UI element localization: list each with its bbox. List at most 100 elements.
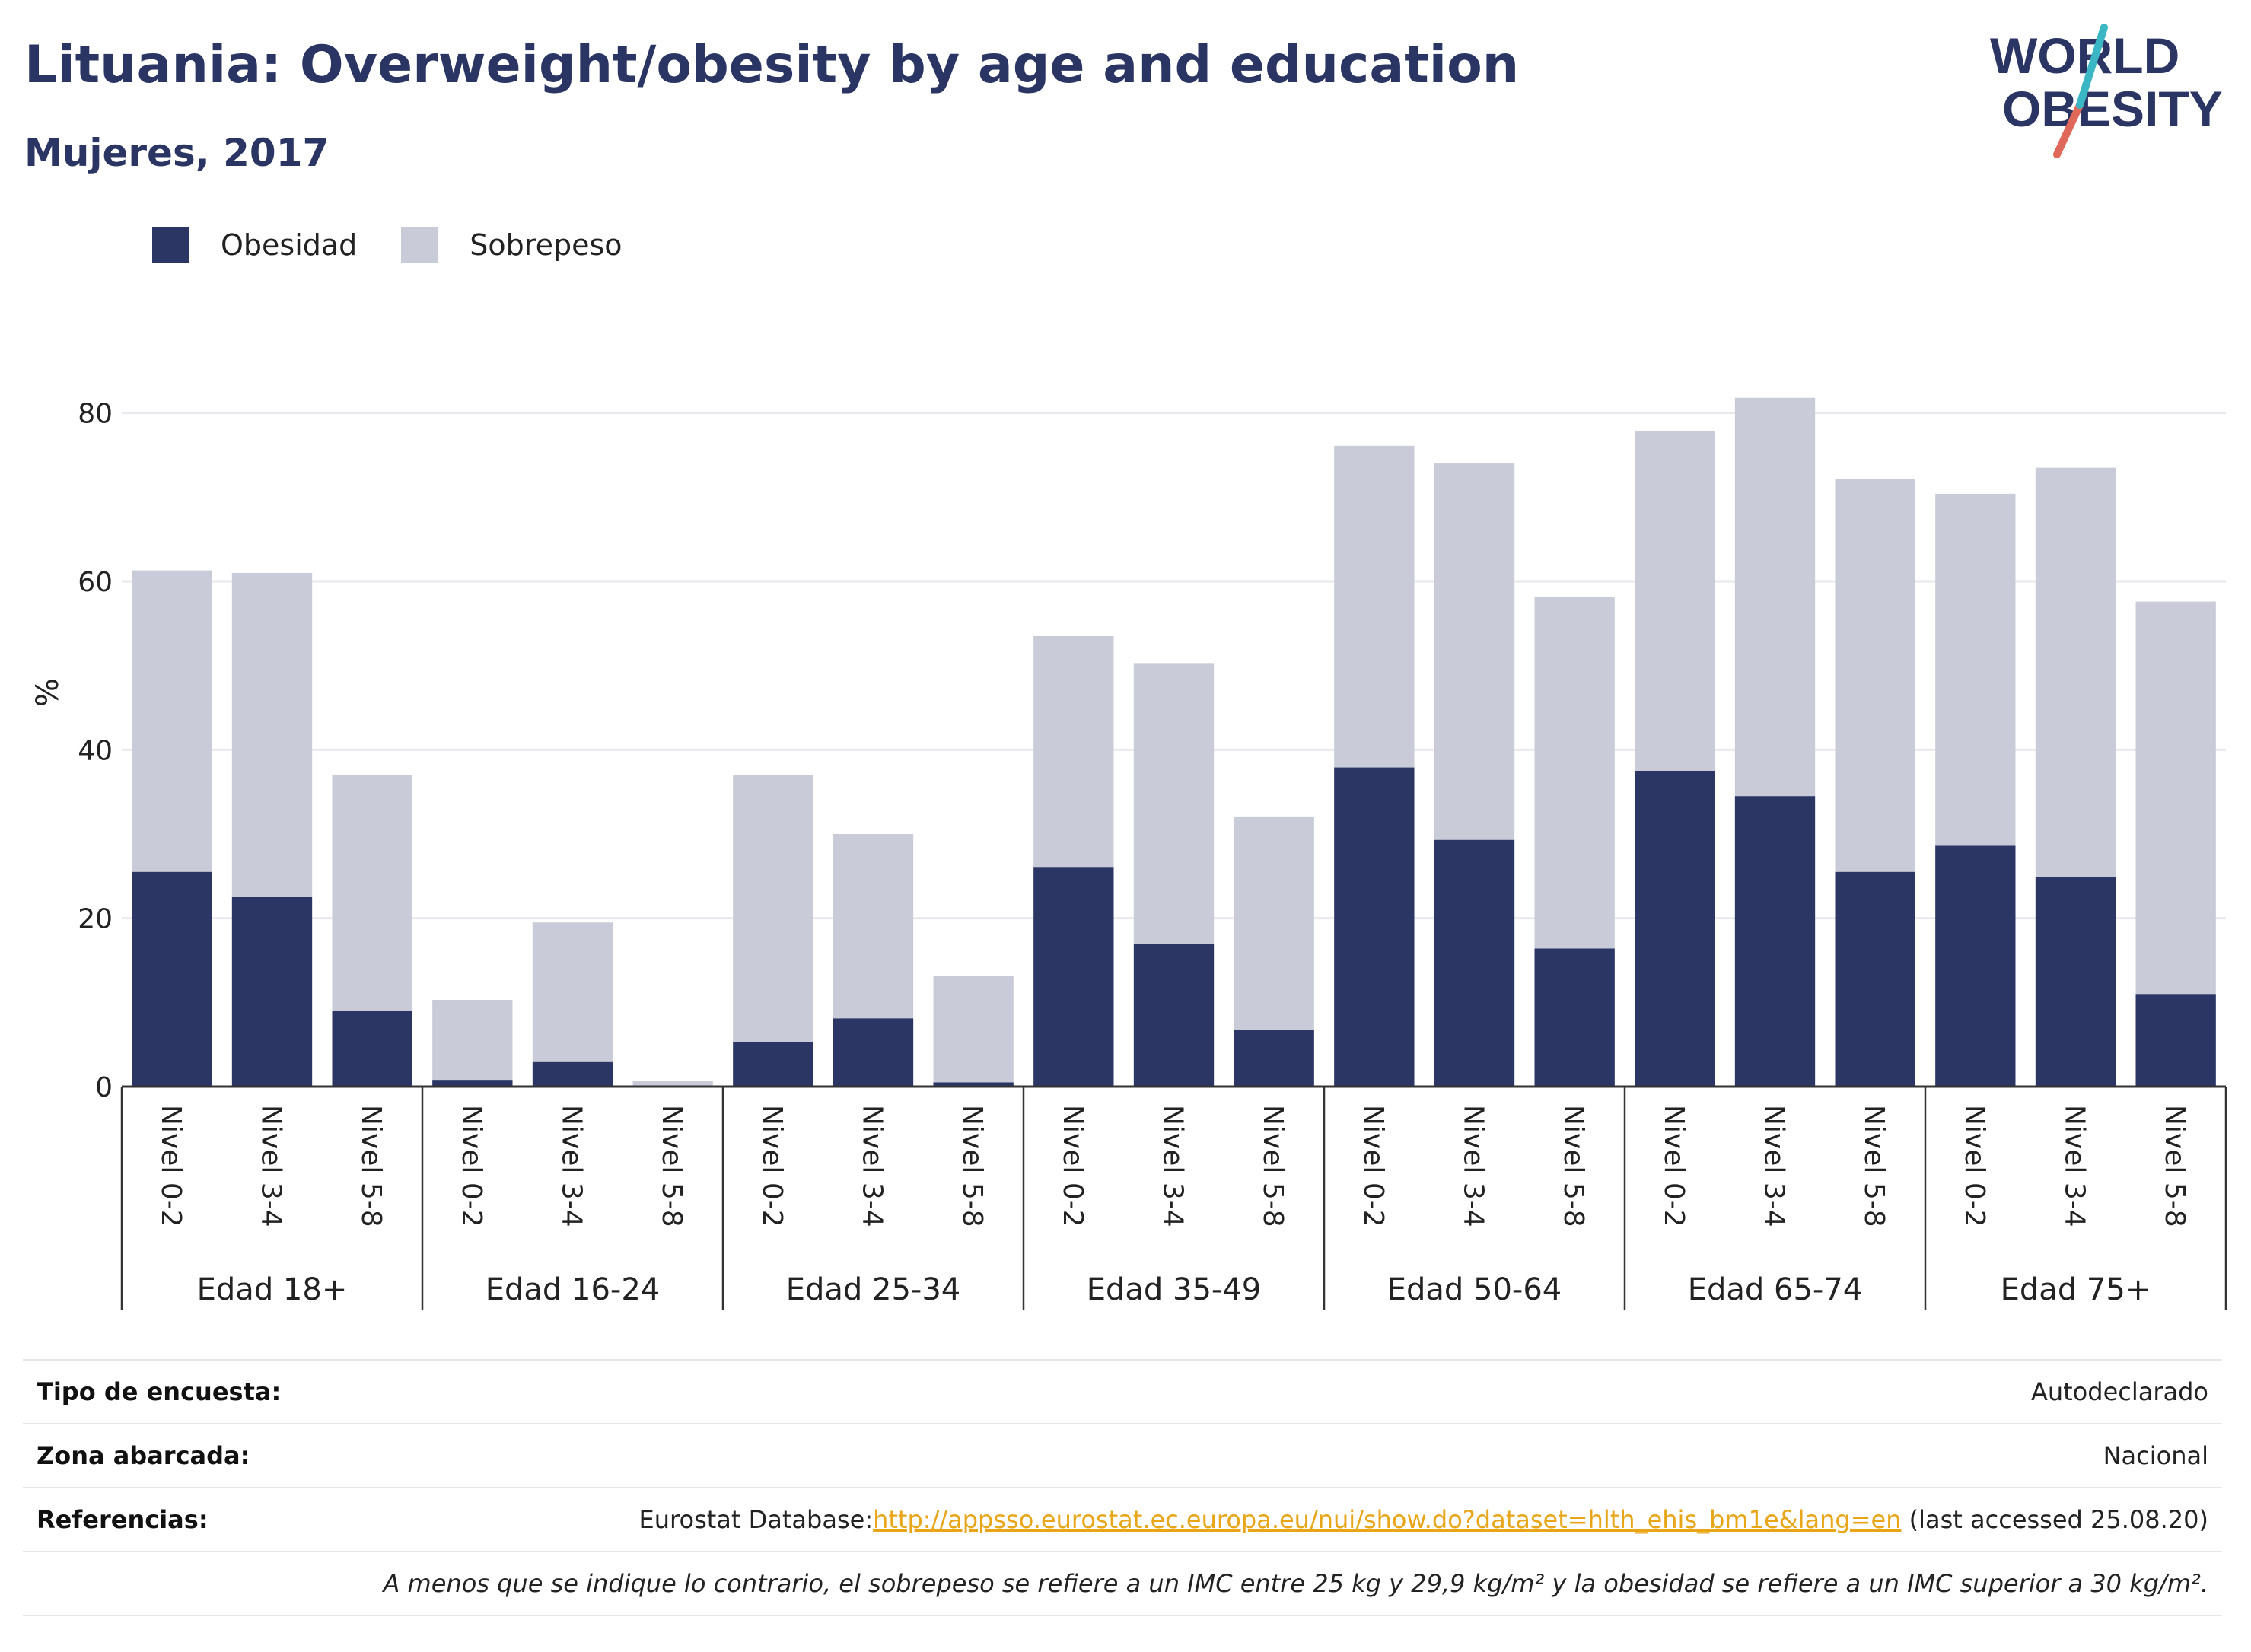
x-tick-label: Nivel 3-4: [556, 1105, 587, 1227]
x-tick-label: Nivel 0-2: [1057, 1105, 1088, 1227]
legend-swatch-obesity: [152, 227, 189, 263]
world-obesity-logo: WORLD OBESITY: [1982, 21, 2233, 158]
x-tick-label: Nivel 0-2: [456, 1105, 487, 1227]
y-tick-label: 20: [78, 904, 113, 935]
bar-obesity: [1033, 867, 1114, 1087]
meta-row-area: Zona abarcada: Nacional: [23, 1423, 2222, 1487]
metadata-table: Tipo de encuesta: Autodeclarado Zona aba…: [23, 1359, 2222, 1616]
bar-obesity: [132, 871, 212, 1087]
group-label: Edad 25-34: [786, 1272, 961, 1307]
x-tick-label: Nivel 0-2: [756, 1105, 788, 1227]
x-tick-label: Nivel 5-8: [957, 1105, 988, 1227]
bar-obesity: [933, 1082, 1014, 1087]
bar-overweight: [1033, 635, 1114, 868]
bar-obesity: [2135, 994, 2216, 1087]
bar-obesity: [833, 1018, 914, 1087]
references-value: Eurostat Database:http://appsso.eurostat…: [639, 1505, 2208, 1534]
x-tick-label: Nivel 3-4: [1458, 1105, 1489, 1227]
bar-obesity: [1334, 767, 1415, 1087]
bar-obesity: [733, 1042, 813, 1087]
legend-label-obesity: Obesidad: [221, 228, 358, 262]
bar-overweight: [833, 834, 914, 1019]
x-tick-label: Nivel 0-2: [1959, 1105, 1990, 1227]
group-label: Edad 75+: [2001, 1272, 2151, 1307]
x-tick-label: Nivel 3-4: [1759, 1105, 1790, 1227]
y-axis-label: %: [30, 678, 65, 707]
bar-obesity: [1835, 871, 1915, 1087]
x-tick-label: Nivel 5-8: [2159, 1105, 2190, 1227]
bar-overweight: [2035, 467, 2116, 877]
y-tick-label: 0: [95, 1072, 113, 1103]
legend-label-overweight: Sobrepeso: [470, 228, 622, 262]
bar-overweight: [432, 1000, 513, 1081]
survey-type-label: Tipo de encuesta:: [37, 1377, 282, 1406]
survey-type-value: Autodeclarado: [2030, 1377, 2208, 1406]
bar-overweight: [532, 922, 613, 1062]
bar-obesity: [332, 1011, 412, 1087]
bar-overweight: [1534, 596, 1615, 949]
chart-subtitle: Mujeres, 2017: [24, 131, 330, 175]
bar-overweight: [1133, 663, 1215, 944]
logo-text-line1: WORLD: [1990, 27, 2179, 84]
chart-title: Lituania: Overweight/obesity by age and …: [24, 35, 1520, 95]
legend-swatch-overweight: [401, 227, 438, 263]
references-label: Referencias:: [37, 1505, 209, 1534]
x-tick-label: Nivel 5-8: [1858, 1105, 1890, 1227]
references-suffix: (last accessed 25.08.20): [1901, 1505, 2208, 1534]
x-tick-label: Nivel 3-4: [2059, 1105, 2090, 1227]
bar-obesity: [532, 1061, 613, 1087]
bar-obesity: [231, 897, 313, 1087]
bar-overweight: [132, 570, 212, 872]
logo-slash-red: [2053, 101, 2084, 158]
area-label: Zona abarcada:: [37, 1441, 250, 1470]
group-label: Edad 16-24: [486, 1272, 661, 1307]
bar-obesity: [1635, 771, 1715, 1087]
logo-text-line2: OBESITY: [2002, 81, 2223, 137]
y-tick-label: 80: [78, 399, 113, 430]
logo-slash-teal: [2076, 24, 2108, 109]
bar-obesity: [2035, 877, 2116, 1087]
legend-item-overweight: Sobrepeso: [401, 227, 622, 263]
x-tick-label: Nivel 5-8: [656, 1105, 687, 1227]
bar-overweight: [1734, 397, 1816, 797]
bar-overweight: [933, 976, 1014, 1083]
legend-item-obesity: Obesidad: [152, 227, 357, 263]
chart-legend: Obesidad Sobrepeso: [152, 227, 667, 263]
y-tick-label: 40: [78, 735, 113, 766]
bar-obesity: [1133, 944, 1215, 1087]
x-tick-label: Nivel 3-4: [256, 1105, 287, 1227]
x-tick-label: Nivel 0-2: [1658, 1105, 1689, 1227]
bar-overweight: [733, 775, 813, 1042]
bar-overweight: [1935, 493, 2016, 846]
group-label: Edad 18+: [197, 1272, 348, 1307]
x-tick-label: Nivel 0-2: [1358, 1105, 1389, 1227]
stacked-bar-chart: 0 20 40 60 80% Nivel 0-2 Nivel 3-4 Nivel 5-8 Eda…: [30, 397, 2227, 1310]
references-link[interactable]: http://appsso.eurostat.ec.europa.eu/nui/…: [873, 1505, 1902, 1534]
bar-overweight: [1434, 463, 1515, 840]
bar-overweight: [632, 1081, 713, 1087]
definition-note: A menos que se indique lo contrario, el …: [383, 1569, 2208, 1598]
x-tick-label: Nivel 5-8: [355, 1105, 387, 1227]
group-label: Edad 65-74: [1688, 1272, 1863, 1307]
bar-obesity: [1234, 1030, 1314, 1087]
bar-overweight: [1234, 816, 1314, 1030]
x-tick-label: Nivel 5-8: [1558, 1105, 1589, 1227]
bar-obesity: [1534, 948, 1615, 1087]
bar-obesity: [1935, 845, 2016, 1087]
bar-obesity: [1434, 839, 1515, 1087]
x-tick-label: Nivel 3-4: [857, 1105, 888, 1227]
bar-obesity: [432, 1080, 513, 1087]
area-value: Nacional: [2103, 1441, 2208, 1470]
bar-obesity: [1734, 796, 1816, 1087]
x-tick-label: Nivel 0-2: [155, 1105, 186, 1227]
meta-row-references: Referencias: Eurostat Database:http://ap…: [23, 1487, 2222, 1551]
bar-overweight: [1835, 478, 1915, 872]
y-tick-label: 60: [78, 567, 113, 598]
meta-row-note: A menos que se indique lo contrario, el …: [23, 1551, 2222, 1616]
meta-row-survey-type: Tipo de encuesta: Autodeclarado: [23, 1359, 2222, 1423]
group-label: Edad 50-64: [1387, 1272, 1562, 1307]
bar-overweight: [2135, 601, 2216, 995]
x-tick-label: Nivel 3-4: [1157, 1105, 1189, 1227]
bar-overweight: [231, 572, 313, 897]
bar-overweight: [332, 775, 412, 1011]
